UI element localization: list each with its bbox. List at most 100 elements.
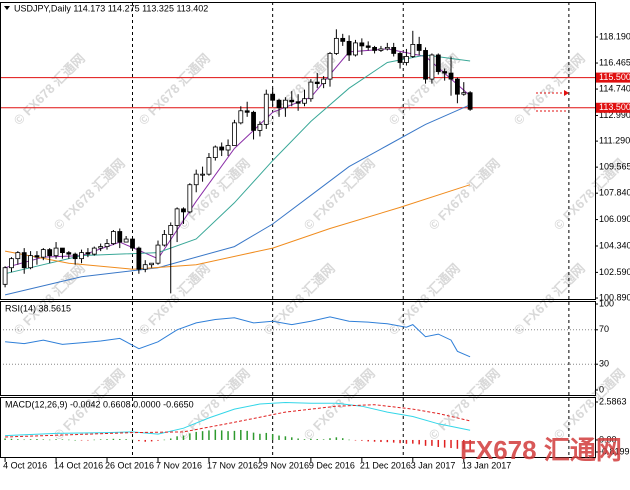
histogram-bar [367, 439, 369, 442]
histogram-bar [341, 438, 344, 440]
macd-panel-border [0, 397, 596, 458]
y-tick-label: 100.890 [599, 292, 630, 302]
histogram-bar [373, 439, 376, 442]
candle-body [66, 252, 72, 255]
histogram-bar [163, 439, 166, 441]
histogram-bar [233, 430, 236, 440]
histogram-bar [29, 439, 32, 440]
histogram-bar [138, 439, 140, 442]
candle-body [276, 99, 282, 109]
y-tick-label: 114.740 [599, 83, 630, 93]
histogram-bar [278, 435, 280, 440]
histogram-bar [392, 439, 395, 443]
histogram-bar [399, 439, 401, 444]
candle-body [289, 99, 295, 103]
candle-body [21, 252, 27, 269]
indicator-line [5, 316, 471, 358]
arrow-head [564, 90, 569, 96]
histogram-bar [240, 429, 242, 440]
candle-body [142, 264, 148, 270]
histogram-bar [99, 439, 102, 440]
y-tick-label: 116.465 [599, 57, 630, 67]
candle-body [448, 72, 454, 80]
histogram-bar [424, 439, 427, 446]
histogram-bar [214, 429, 217, 440]
histogram-bar [220, 430, 223, 440]
y-tick-label: 107.840 [599, 188, 630, 198]
histogram-bar [329, 438, 331, 440]
histogram-bar [443, 439, 446, 448]
candle-body [270, 93, 276, 101]
indicator-line [5, 184, 471, 270]
candle-body [161, 234, 167, 246]
histogram-bar [246, 430, 248, 440]
x-tick-label: 21 Dec 2016 [360, 460, 411, 470]
y-tick-label: 2.5863 [599, 396, 627, 406]
macd-title: MACD(12,26,9) -0.0042 0.6608 0.0000 -0.6… [5, 399, 194, 409]
x-tick-label: 17 Nov 2016 [207, 460, 258, 470]
candle-body [212, 146, 218, 158]
histogram-bar [17, 439, 19, 440]
candle-body [130, 238, 135, 249]
histogram-bar [456, 439, 459, 449]
histogram-bar [55, 439, 57, 440]
histogram-bar [74, 439, 76, 441]
candle-body [149, 262, 155, 266]
candle-body [346, 40, 352, 56]
plot: 118.190 116.465 114.740 112.990 111.290 109.5… [0, 2, 630, 470]
candle-body [79, 252, 84, 260]
candle-body [263, 93, 269, 125]
candle-body [219, 146, 225, 151]
level-label: 113.500 [599, 102, 630, 112]
histogram-bar [437, 439, 440, 448]
histogram-bar [303, 439, 306, 440]
histogram-bar [252, 432, 255, 440]
indicator-line [5, 404, 471, 438]
candle-body [136, 247, 142, 270]
y-tick-label: 30 [599, 359, 609, 369]
y-tick-label: 100 [599, 298, 614, 308]
histogram-bar [380, 439, 382, 443]
histogram-bar [195, 431, 197, 440]
candle-body [85, 252, 91, 255]
candle-body [72, 253, 78, 260]
x-tick-label: 7 Nov 2016 [156, 460, 202, 470]
y-tick-label: 0 [599, 384, 604, 394]
candle-body [187, 184, 193, 213]
histogram-bar [36, 439, 38, 440]
candle-body [206, 157, 212, 175]
candle-body [28, 255, 33, 269]
candle-body [40, 249, 46, 258]
candle-body [461, 92, 467, 95]
candle-body [117, 231, 123, 243]
candle-body [410, 43, 416, 57]
candle-body [232, 122, 237, 146]
rsi-panel-border [0, 301, 596, 396]
candle-body [333, 37, 339, 54]
histogram-bar [316, 439, 318, 440]
candle-body [435, 54, 441, 72]
y-tick-label: 118.190 [599, 31, 630, 41]
candle-body [308, 81, 314, 100]
level-label-box [595, 102, 630, 113]
histogram-bar [271, 434, 274, 440]
candle-body [391, 47, 397, 54]
y-tick-label: 102.590 [599, 267, 630, 277]
candle-body [423, 50, 428, 80]
histogram-bar [361, 439, 363, 441]
candle-body [110, 231, 116, 244]
histogram-bar [335, 437, 338, 440]
histogram-bar [106, 439, 108, 440]
histogram-bar [112, 438, 115, 440]
histogram-bar [93, 439, 96, 441]
histogram-bar [144, 439, 146, 442]
histogram-bar [157, 439, 159, 441]
candle-body [60, 247, 65, 254]
indicator-line [4, 104, 471, 296]
rsi-title: RSI(14) 38.5615 [5, 303, 71, 313]
candle-body [467, 92, 473, 110]
candle-body [34, 255, 40, 258]
candle-body [168, 225, 174, 235]
y-tick-label: 109.565 [599, 162, 630, 172]
